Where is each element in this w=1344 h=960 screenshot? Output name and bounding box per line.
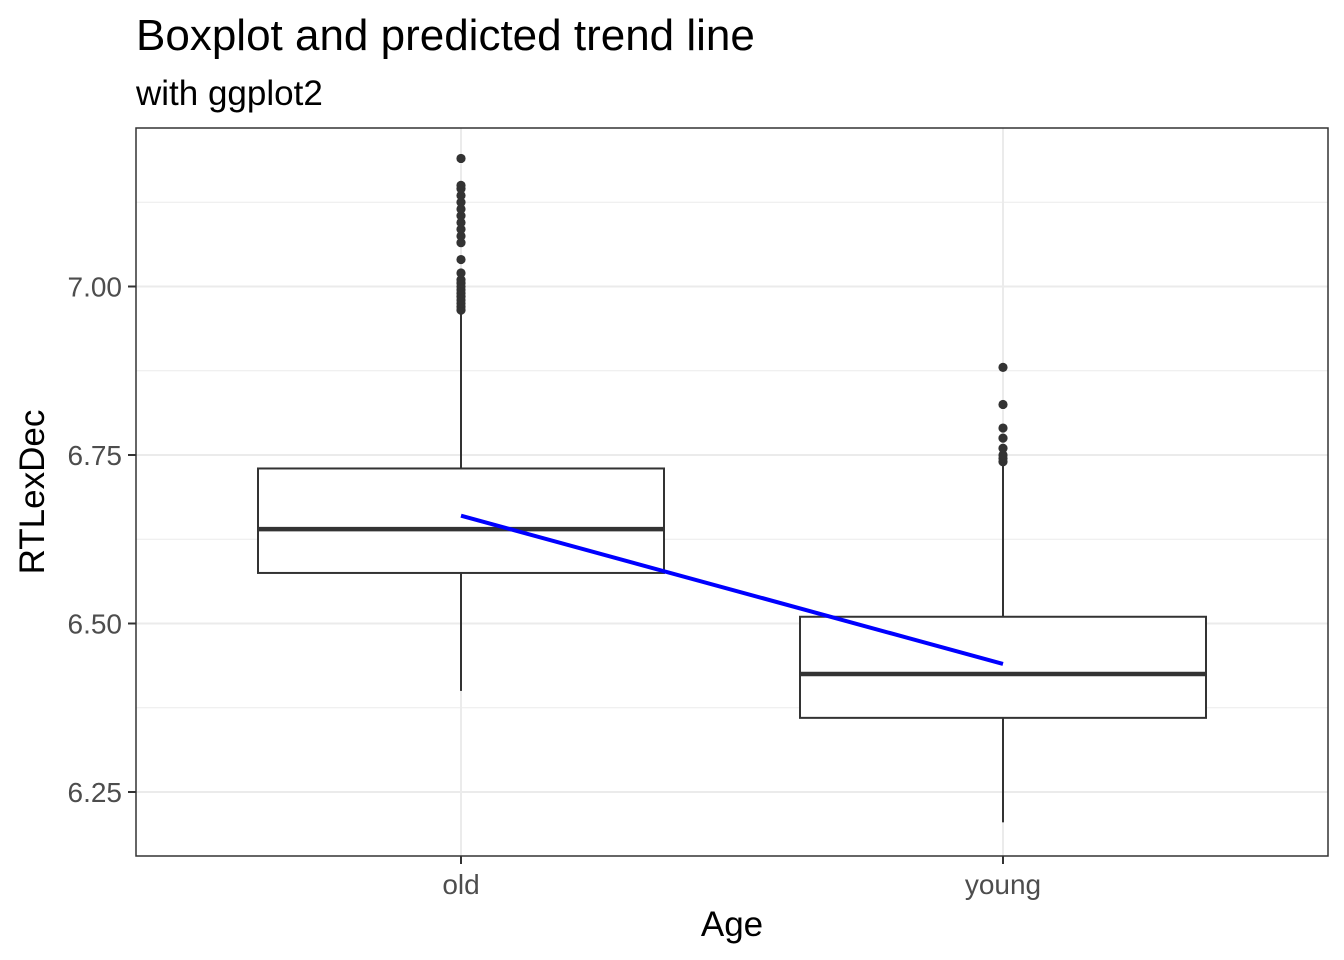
outlier-point (998, 362, 1008, 372)
panel-border (135, 127, 1329, 857)
outlier-point (998, 433, 1008, 443)
outlier-point (998, 450, 1008, 460)
outlier-point (456, 238, 466, 248)
outlier-point (998, 443, 1008, 453)
outlier-point (456, 231, 466, 241)
outlier-point (456, 211, 466, 221)
plot-panel: 6.25 6.50 6.75 7.00 old young (68, 127, 1329, 900)
outlier-point (456, 180, 466, 190)
y-tick-label: 6.50 (68, 609, 123, 640)
outlier-point (998, 399, 1008, 410)
y-tick-label: 7.00 (68, 272, 123, 303)
outlier-point (456, 204, 466, 214)
outlier-point (456, 197, 466, 207)
chart-title: Boxplot and predicted trend line (136, 11, 755, 60)
y-axis-title: RTLexDec (13, 410, 52, 575)
outlier-point (456, 217, 466, 228)
x-tick-label: old (442, 869, 479, 900)
y-tick-label: 6.25 (68, 777, 123, 808)
outlier-point (456, 275, 466, 285)
y-tick-label: 6.75 (68, 440, 123, 471)
outlier-point (456, 153, 466, 164)
outlier-point (456, 224, 466, 234)
box-old (257, 467, 665, 574)
x-axis-title: Age (701, 905, 763, 944)
outlier-point (456, 254, 466, 265)
outlier-point (456, 268, 466, 278)
box-young (799, 615, 1207, 719)
x-tick-label: young (965, 869, 1041, 900)
chart-subtitle: with ggplot2 (135, 74, 323, 113)
outlier-point (998, 423, 1008, 433)
trend-line (460, 513, 1004, 666)
outlier-point (456, 190, 466, 201)
